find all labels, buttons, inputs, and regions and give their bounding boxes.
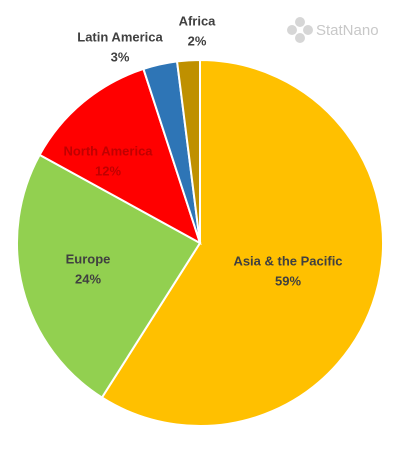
pie-slice — [38, 67, 202, 246]
slice-value-label: 3% — [111, 49, 130, 64]
slice-label: Asia & the Pacific — [233, 253, 342, 268]
slice-label: Africa — [179, 13, 217, 28]
slice-value-label: 2% — [188, 33, 207, 48]
slice-value-label: 59% — [275, 273, 301, 288]
pie — [16, 58, 384, 427]
slice-label: North America — [63, 143, 153, 158]
watermark: StatNano — [316, 22, 379, 39]
pie-slice — [16, 153, 202, 399]
slice-value-label: 12% — [95, 163, 121, 178]
slice-label: Europe — [66, 251, 111, 266]
slice-value-label: 24% — [75, 271, 101, 286]
logo: StatNano — [287, 17, 379, 43]
pie-slice — [175, 58, 201, 244]
pie-slice — [100, 58, 384, 427]
slice-label: Latin America — [77, 29, 163, 44]
